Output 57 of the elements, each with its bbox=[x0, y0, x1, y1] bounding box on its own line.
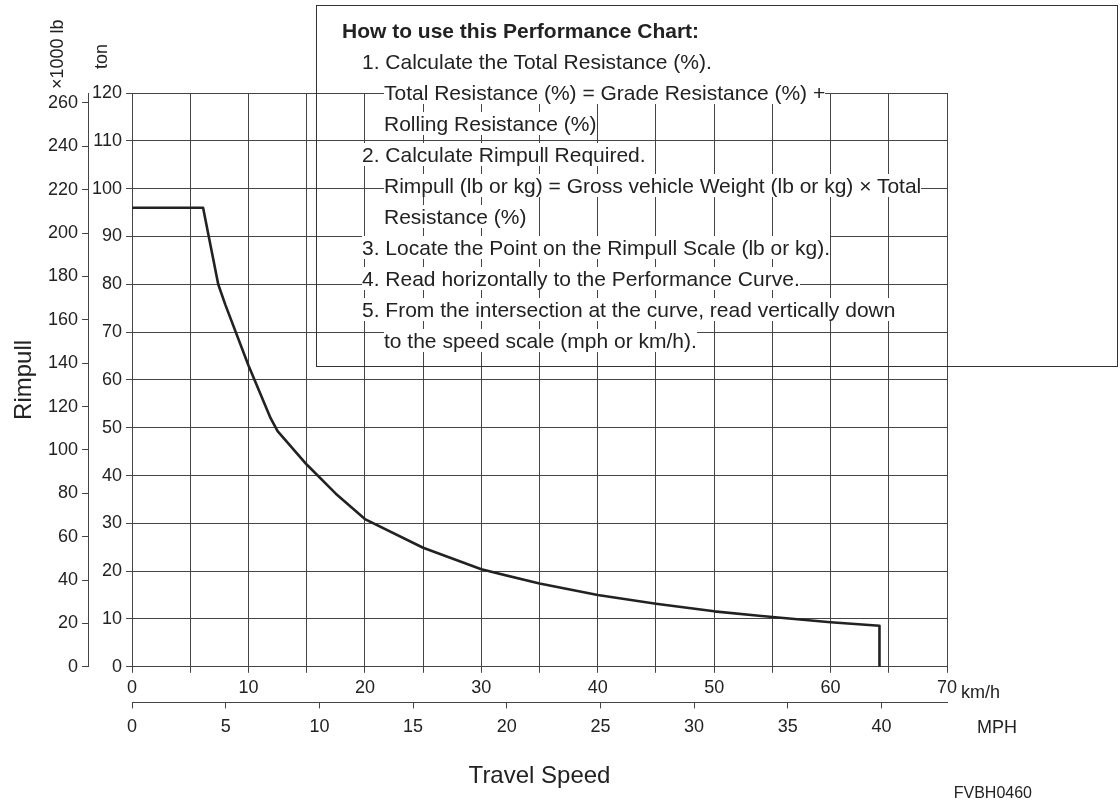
y2-tick-label: 90 bbox=[102, 225, 123, 246]
y-tick-label: 200 bbox=[47, 222, 79, 243]
y2-tick-label: 110 bbox=[93, 129, 123, 150]
x-tick-label: 50 bbox=[704, 676, 725, 697]
y2-tick-label: 60 bbox=[102, 368, 123, 389]
y2-tick-label: 10 bbox=[102, 607, 123, 628]
annotation: 1. Calculate the Total Resistance (%). Total Resistance (%) = Grade Resistance (%) + Rolling Resistance (%) bbox=[362, 50, 826, 135]
annotation: 4. Read horizontally to the Performance Curve. bbox=[362, 267, 800, 290]
y-tick-label: 220 bbox=[47, 178, 79, 199]
y-tick-label: 20 bbox=[58, 612, 79, 633]
y2-tick-label: 120 bbox=[92, 81, 123, 102]
x-axis-title: Travel Speed bbox=[468, 760, 611, 788]
x2-tick-label: 0 bbox=[127, 716, 138, 737]
text: FVBH0460 bbox=[953, 784, 1032, 802]
annotation: 5. From the intersection at the curve, read vertically down to the speed scale (mph or km/h). bbox=[362, 298, 896, 352]
x2-tick-label: 25 bbox=[590, 716, 611, 737]
y-tick-label: 40 bbox=[58, 569, 79, 590]
x-tick-label: 20 bbox=[354, 676, 375, 697]
y2-tick-label: 70 bbox=[102, 321, 123, 342]
y-tick-label: 260 bbox=[47, 91, 79, 112]
x2-tick-label: 40 bbox=[871, 716, 892, 737]
y-tick-label: 240 bbox=[47, 135, 79, 156]
x2-tick-label: 35 bbox=[777, 716, 798, 737]
annotation: 3. Locate the Point on the Rimpull Scale (lb or kg). bbox=[362, 236, 831, 259]
y-tick-label: 180 bbox=[47, 265, 79, 286]
x2-tick-label: 5 bbox=[220, 716, 231, 737]
x2-axis-title: MPH bbox=[977, 717, 1017, 738]
text: How to use this Performance Chart: bbox=[342, 19, 700, 42]
y2-tick-label: 50 bbox=[102, 416, 123, 437]
x-tick-label: 40 bbox=[587, 676, 608, 697]
y-tick-label: 100 bbox=[47, 438, 79, 459]
y-tick-label: 60 bbox=[58, 525, 79, 546]
y-tick-label: 160 bbox=[47, 308, 79, 329]
text: km/h bbox=[961, 681, 1001, 702]
y2-tick-label: 0 bbox=[112, 655, 123, 676]
y2-tick-label: 30 bbox=[102, 512, 123, 533]
x2-tick-label: 30 bbox=[684, 716, 705, 737]
text: ton bbox=[91, 43, 111, 69]
y-tick-label: 80 bbox=[58, 482, 79, 503]
y2-tick-label: 80 bbox=[102, 273, 123, 294]
text: ×1000 lb bbox=[46, 19, 67, 89]
y-tick-label: 140 bbox=[47, 352, 79, 373]
y2-tick-label: 40 bbox=[102, 464, 123, 485]
y-tick-label: 0 bbox=[68, 655, 79, 676]
x-tick-label: 30 bbox=[471, 676, 492, 697]
x-tick-label: 70 bbox=[936, 676, 958, 697]
y-tick-label: 120 bbox=[47, 395, 79, 416]
annotation: 2. Calculate Rimpull Required. Rimpull (lb or kg) = Gross vehicle Weight (lb or kg) × Total Resistance (%) bbox=[362, 143, 922, 228]
x-tick-label: 0 bbox=[127, 676, 138, 697]
y-axis-title: Rimpull bbox=[8, 339, 36, 420]
y2-tick-label: 20 bbox=[102, 560, 123, 581]
x2-tick-label: 15 bbox=[403, 716, 424, 737]
x-tick-label: 60 bbox=[820, 676, 841, 697]
x-tick-label: 10 bbox=[238, 676, 259, 697]
x2-tick-label: 10 bbox=[309, 716, 330, 737]
y2-tick-label: 100 bbox=[92, 177, 123, 198]
x2-tick-label: 20 bbox=[496, 716, 517, 737]
